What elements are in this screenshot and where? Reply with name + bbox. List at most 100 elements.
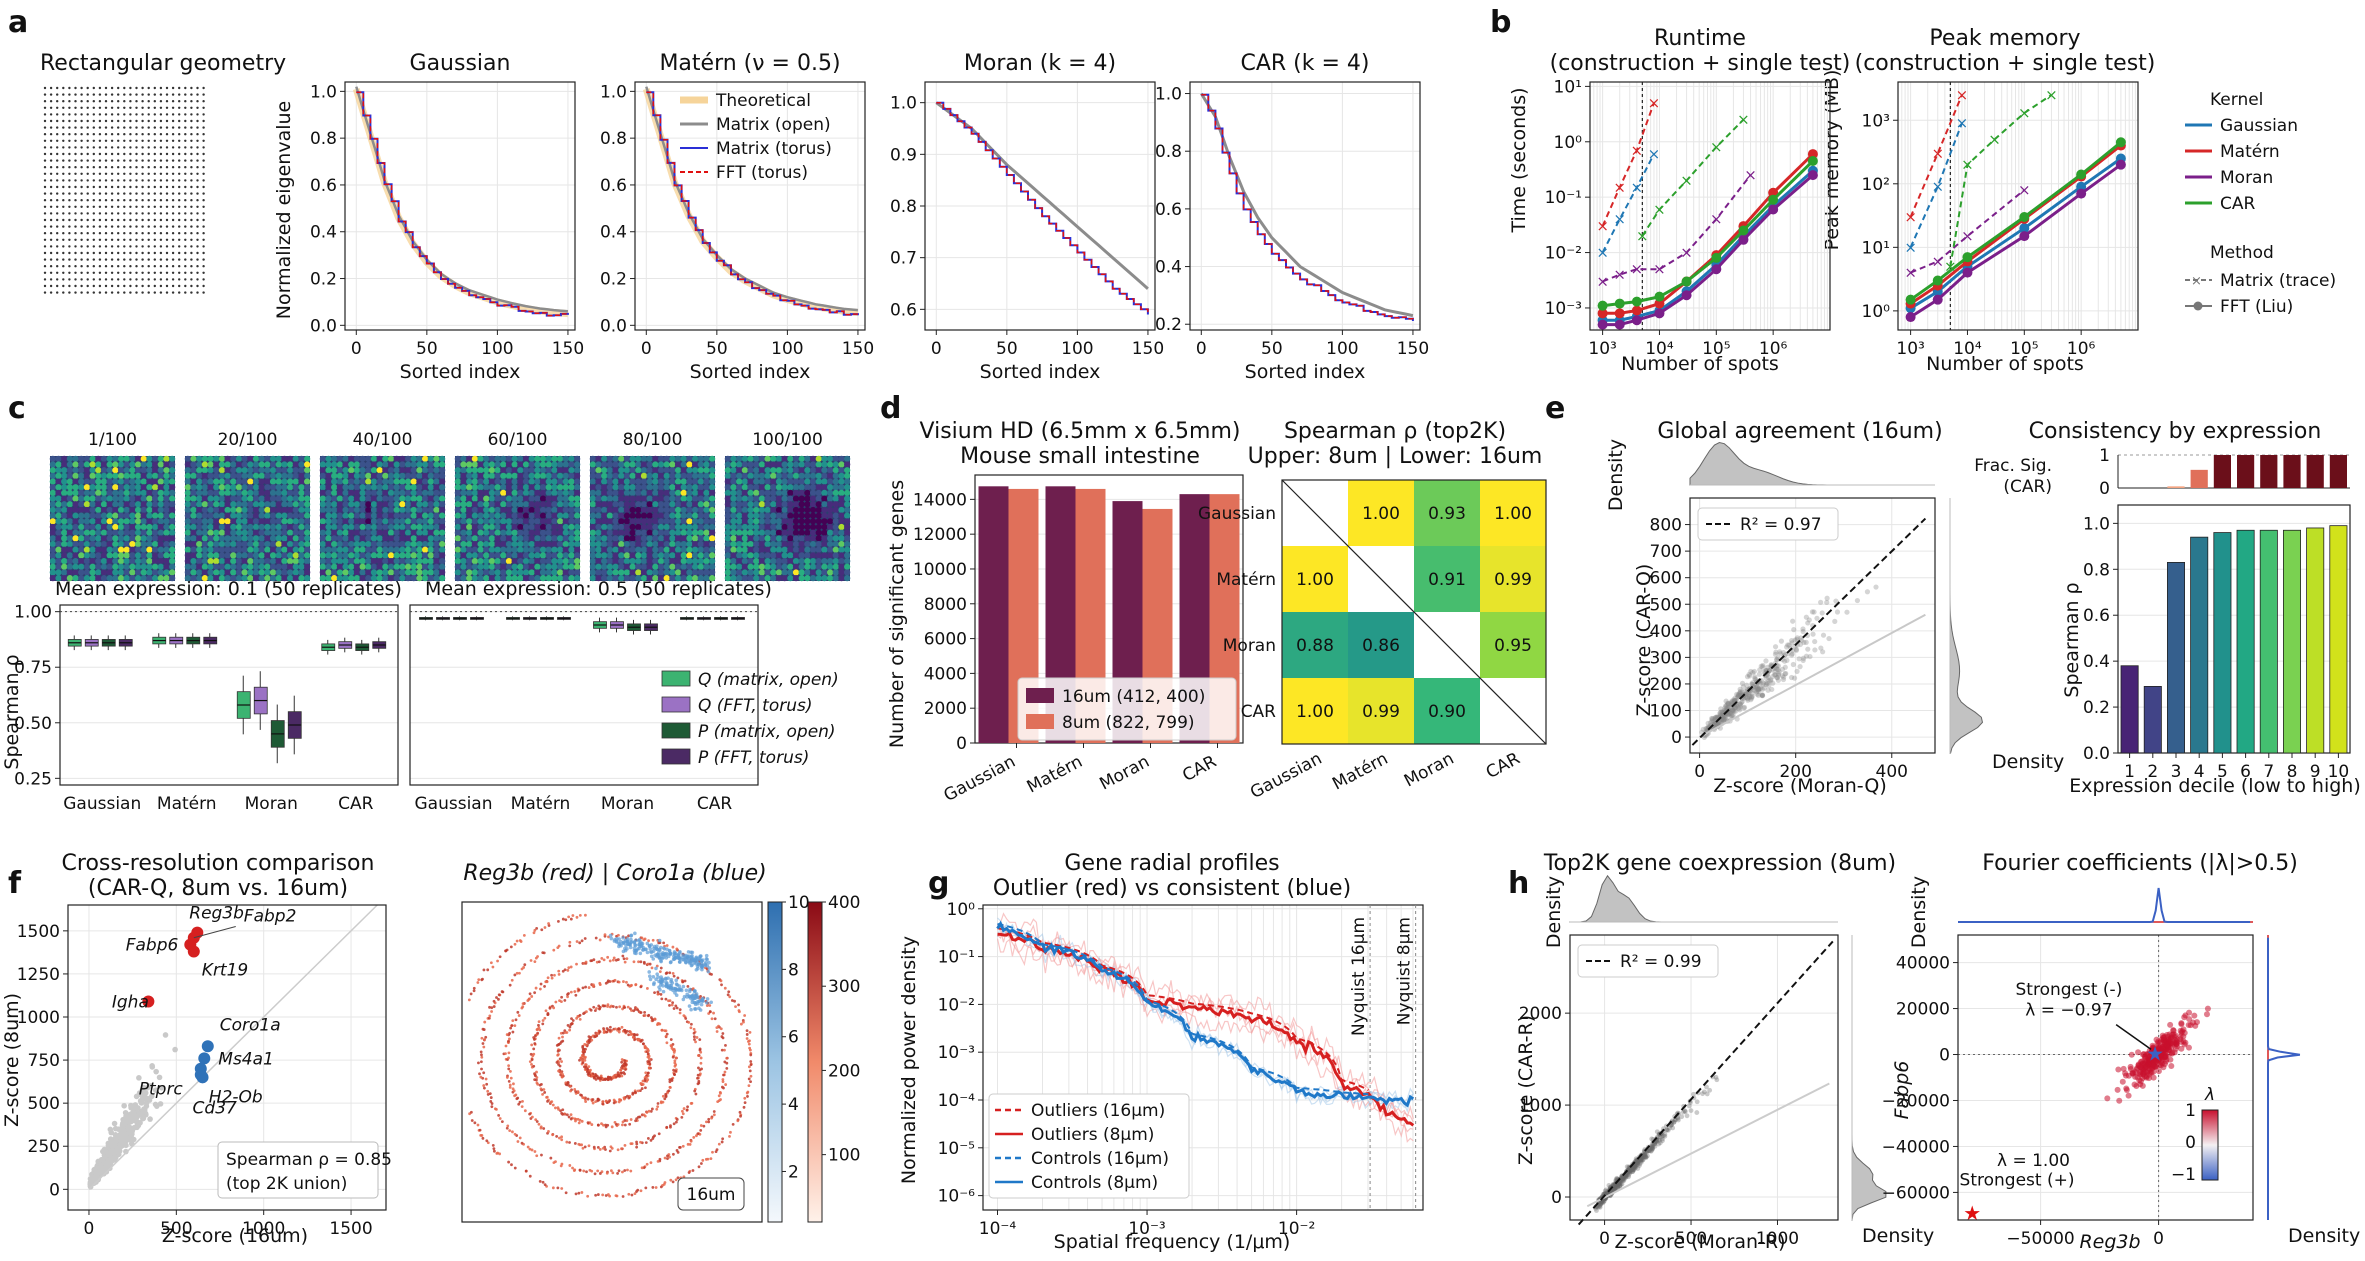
heatmap-cell	[787, 552, 794, 559]
heatmap-cell	[66, 472, 74, 480]
data-point	[1783, 670, 1789, 677]
heatmap-cell	[353, 461, 361, 468]
heatmap-cell	[724, 546, 731, 553]
geometry-dot	[153, 119, 156, 123]
heatmap-cell	[556, 478, 564, 485]
heatmap-cell	[787, 478, 794, 485]
data-point	[1752, 675, 1758, 682]
heatmap-cell	[134, 557, 142, 565]
heatmap-cell	[421, 523, 429, 531]
y-tick-label: 0.8	[310, 129, 337, 149]
heatmap-cell	[275, 535, 282, 542]
heatmap-cell	[787, 501, 794, 508]
heatmap-cell	[252, 489, 260, 497]
heatmap-cell	[235, 569, 243, 576]
heatmap-cell	[213, 575, 220, 582]
geometry-dot	[196, 86, 199, 90]
heatmap-cell	[657, 540, 665, 548]
heatmap-cell	[528, 489, 535, 497]
heatmap-cell	[78, 489, 85, 497]
heatmap-cell	[517, 552, 524, 559]
y-tick-label: 0.9	[890, 145, 917, 165]
heatmap-cell	[646, 535, 653, 542]
geometry-dot	[104, 133, 108, 136]
heatmap-cell	[140, 529, 147, 536]
data-point	[1738, 225, 1749, 236]
geometry-dot	[49, 199, 53, 202]
heatmap-cell	[100, 501, 108, 508]
heatmap-cell	[49, 501, 56, 508]
heatmap-cell	[770, 467, 777, 474]
heatmap-cell	[100, 506, 108, 514]
heatmap-cell	[1414, 480, 1480, 546]
geometry-dot	[92, 106, 96, 110]
heatmap-cell	[798, 484, 805, 491]
heatmap-cell	[724, 569, 731, 576]
heatmap-cell	[724, 563, 731, 570]
geometry-dot	[153, 185, 156, 189]
geometry-dot	[129, 199, 132, 202]
heatmap-cell	[252, 506, 260, 514]
geometry-dot	[153, 205, 156, 208]
heatmap-cell	[213, 569, 220, 576]
heatmap-cell	[72, 495, 79, 502]
series-gaussian-fft	[1909, 157, 2122, 310]
heatmap-cell	[646, 552, 653, 559]
heatmap-cell	[433, 512, 440, 519]
heatmap-cell	[83, 535, 91, 542]
heatmap-cell	[241, 489, 248, 497]
geometry-dot	[123, 172, 126, 175]
geometry-dot	[129, 133, 132, 136]
heatmap-cell	[1282, 546, 1348, 612]
y-tick-label: 0.0	[600, 316, 627, 336]
geometry-dot	[147, 126, 150, 129]
bar-decile	[2120, 665, 2139, 754]
geometry-dot	[141, 172, 144, 175]
geometry-dot	[147, 139, 150, 142]
heatmap-cell	[674, 478, 682, 485]
geometry-dot	[49, 278, 53, 281]
geometry-dot	[165, 265, 169, 268]
heatmap-cell	[517, 546, 524, 553]
heatmap-cell	[753, 512, 760, 519]
geometry-dot	[184, 179, 187, 182]
x-tick-label: CAR	[697, 794, 732, 814]
heatmap-cell	[163, 523, 170, 531]
heatmap-cell	[686, 484, 693, 491]
geometry-dot	[159, 278, 163, 281]
heatmap-cell	[562, 529, 569, 536]
heatmap-cell	[574, 563, 581, 570]
heatmap-cell	[382, 484, 389, 491]
heatmap-cell	[331, 557, 338, 565]
heatmap-cell	[736, 484, 743, 491]
x-tick-label: 2	[2147, 762, 2158, 782]
heatmap-cell	[353, 467, 361, 474]
heatmap-cell	[201, 575, 209, 582]
heatmap-cell	[809, 501, 817, 508]
heatmap-cell	[359, 575, 366, 582]
geometry-dot	[184, 166, 187, 169]
geometry-dot	[178, 159, 181, 162]
geometry-dot	[165, 139, 169, 142]
heatmap-cell	[365, 501, 372, 508]
heatmap-cell	[112, 495, 119, 502]
geometry-dot	[190, 278, 193, 281]
geometry-dot	[196, 278, 199, 281]
geometry-dot	[196, 238, 199, 241]
heatmap-cell	[736, 472, 743, 480]
geometry-dot	[135, 284, 138, 288]
heatmap-cell	[365, 535, 372, 542]
heatmap-cell	[286, 557, 294, 565]
heatmap-cell	[522, 512, 530, 519]
heatmap-cell	[703, 495, 710, 502]
geometry-dot	[196, 133, 199, 136]
heatmap-cell	[410, 478, 417, 485]
heatmap-cell	[224, 495, 231, 502]
bar-decile	[2143, 686, 2162, 754]
geometry-dot	[92, 212, 96, 215]
geometry-dot	[165, 93, 169, 96]
geometry-dot	[153, 258, 156, 261]
heatmap-cell	[477, 495, 484, 502]
heatmap-cell	[669, 489, 676, 497]
heatmap-cell	[494, 546, 501, 553]
